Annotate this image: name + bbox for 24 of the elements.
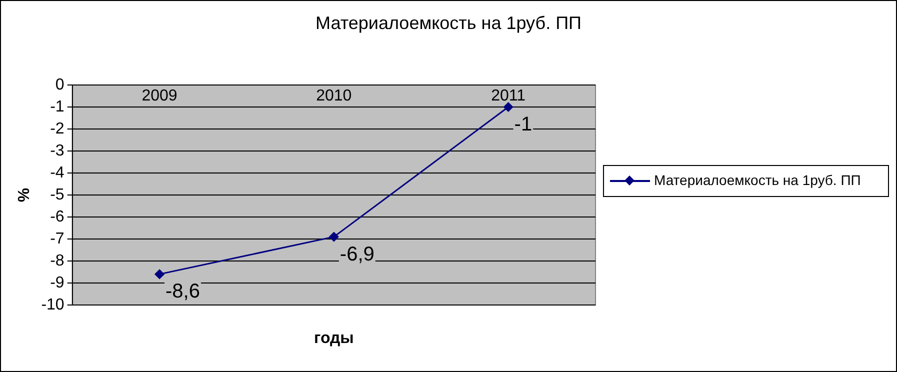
- chart-title: Материалоемкость на 1руб. ПП: [314, 13, 582, 34]
- point: [329, 232, 339, 242]
- y-axis-title: %: [16, 188, 34, 202]
- x-tick-label: 2011: [491, 87, 526, 104]
- data-label: -8,6: [166, 280, 200, 303]
- y-tick-label: -8: [50, 252, 64, 270]
- y-tick-label: -4: [50, 164, 64, 182]
- y-tick-label: -5: [50, 186, 64, 204]
- y-tick-label: -9: [50, 274, 64, 292]
- y-tick-label: -2: [50, 120, 64, 138]
- data-label: -6,9: [340, 243, 374, 266]
- point: [154, 269, 164, 279]
- x-axis-title: годы: [314, 330, 354, 347]
- data-label: -1: [514, 114, 532, 136]
- point: [504, 102, 514, 112]
- y-tick-label: -6: [50, 208, 64, 226]
- x-tick-label: 2010: [316, 87, 352, 104]
- y-tick-label: -1: [50, 98, 64, 116]
- y-tick-label: -7: [50, 230, 64, 248]
- legend-label: Материалоемкость на 1руб. ПП: [654, 172, 861, 188]
- y-tick-label: -10: [41, 296, 64, 314]
- y-tick-label: -3: [50, 142, 64, 160]
- y-tick-label: 0: [55, 76, 64, 94]
- x-tick-label: 2009: [142, 87, 178, 104]
